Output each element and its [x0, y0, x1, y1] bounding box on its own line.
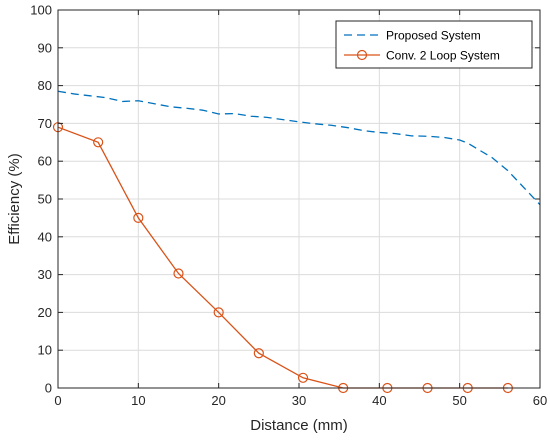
- y-tick-label-90: 90: [38, 40, 52, 55]
- legend-marker-conv-2-loop-system: [356, 49, 368, 61]
- data-point-conv-2-loop-system-3: [173, 268, 184, 279]
- x-tick-label-40: 40: [372, 393, 386, 408]
- y-tick-label-20: 20: [38, 305, 52, 320]
- x-tick-label-30: 30: [292, 393, 306, 408]
- legend-label-conv-2-loop-system: Conv. 2 Loop System: [386, 49, 500, 63]
- y-tick-label-70: 70: [38, 116, 52, 131]
- data-point-conv-2-loop-system-4: [213, 307, 224, 318]
- data-point-conv-2-loop-system-2: [133, 212, 144, 223]
- y-tick-label-30: 30: [38, 267, 52, 282]
- x-axis-label: Distance (mm): [250, 417, 348, 434]
- y-tick-label-60: 60: [38, 154, 52, 169]
- y-tick-label-80: 80: [38, 78, 52, 93]
- x-tick-label-60: 60: [533, 393, 547, 408]
- data-point-conv-2-loop-system-1: [93, 137, 104, 148]
- legend: Proposed System Conv. 2 Loop System: [335, 20, 533, 69]
- data-point-conv-2-loop-system-6: [297, 372, 309, 383]
- data-point-conv-2-loop-system-5: [253, 348, 264, 359]
- y-tick-label-10: 10: [38, 343, 52, 358]
- y-tick-label-100: 100: [30, 3, 52, 18]
- y-tick-label-0: 0: [45, 381, 52, 396]
- y-axis-label: Efficiency (%): [6, 153, 23, 244]
- x-tick-label-10: 10: [131, 393, 145, 408]
- ticks: 0 10 20 30 40 50 60 0 10 20 30 40 50 60 70 80 90 100: [30, 3, 547, 409]
- y-tick-label-40: 40: [38, 229, 52, 244]
- x-tick-label-0: 0: [54, 393, 61, 408]
- x-tick-label-50: 50: [452, 393, 466, 408]
- legend-box: [335, 20, 533, 69]
- x-tick-label-20: 20: [211, 393, 225, 408]
- series-line-proposed-system: [57, 90, 541, 206]
- legend-label-proposed-system: Proposed System: [386, 29, 481, 43]
- y-tick-label-50: 50: [38, 192, 52, 207]
